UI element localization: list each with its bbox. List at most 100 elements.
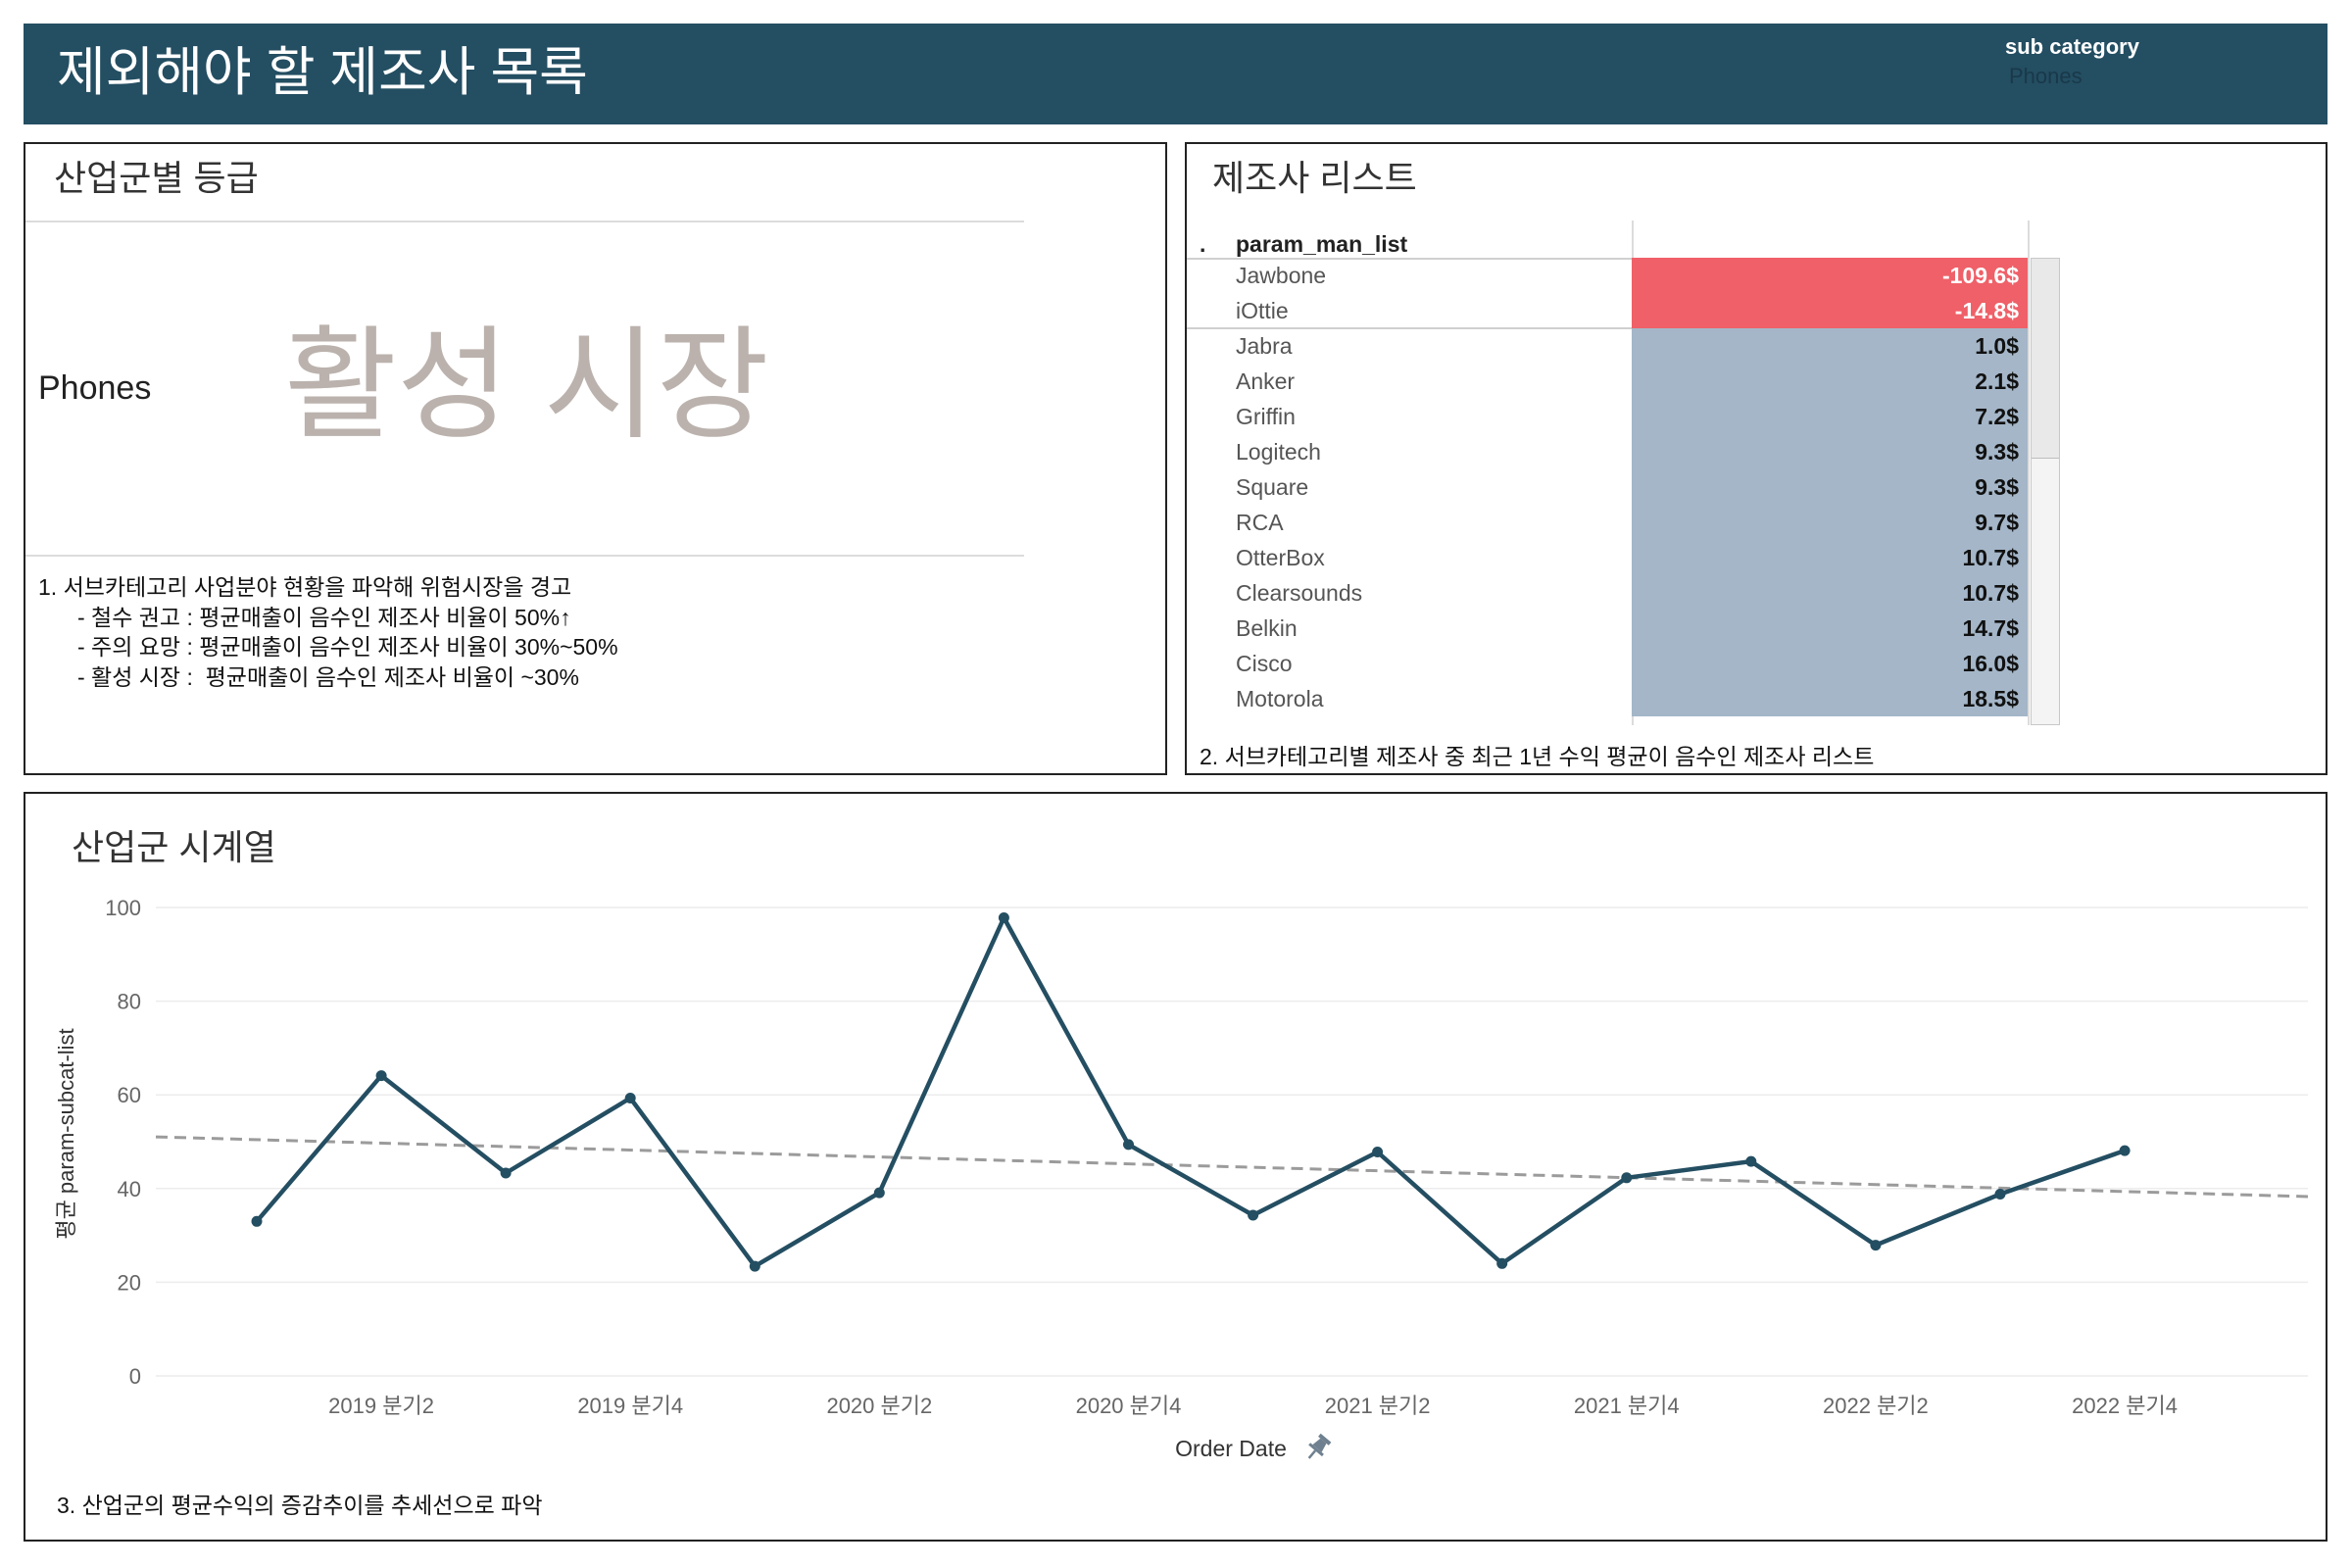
plot-area: [155, 912, 2309, 1272]
data-point[interactable]: [1248, 1209, 1259, 1221]
data-point[interactable]: [1496, 1257, 1508, 1269]
data-point[interactable]: [1745, 1155, 1757, 1167]
data-point[interactable]: [251, 1215, 263, 1227]
data-point[interactable]: [2119, 1145, 2131, 1156]
manufacturer-name: iOttie: [1236, 298, 1289, 323]
x-tick-label: 2019 분기2: [328, 1394, 434, 1418]
pin-icon[interactable]: [1302, 1432, 1333, 1463]
profit-value-cell[interactable]: 9.3$: [1632, 434, 2028, 469]
manufacturer-row[interactable]: Jabra 1.0$: [1187, 327, 2028, 364]
manufacturer-name: Clearsounds: [1236, 580, 1363, 606]
manufacturer-name: Square: [1236, 474, 1309, 500]
pin-icon-needle: [1307, 1449, 1317, 1459]
profit-value-cell[interactable]: 18.5$: [1632, 681, 2028, 716]
note-line: - 활성 시장 : 평균매출이 음수인 제조사 비율이 ~30%: [77, 663, 579, 690]
x-tick-label: 2022 분기4: [2072, 1394, 2178, 1418]
data-point[interactable]: [1372, 1147, 1384, 1157]
y-axis-title: 평균 param-subcat-list: [54, 1028, 78, 1239]
divider: [25, 220, 1024, 222]
manufacturer-panel-title: 제조사 리스트: [1212, 158, 1417, 198]
manufacturer-row[interactable]: RCA 9.7$: [1187, 505, 2028, 540]
x-tick-label: 2020 분기2: [826, 1394, 932, 1418]
data-point[interactable]: [500, 1167, 512, 1179]
profit-value-cell[interactable]: 10.7$: [1632, 540, 2028, 575]
manufacturer-row[interactable]: iOttie -14.8$: [1187, 293, 2028, 328]
manufacturer-row[interactable]: Cisco 16.0$: [1187, 646, 2028, 681]
manufacturer-row[interactable]: Motorola 18.5$: [1187, 681, 2028, 716]
profit-value-cell[interactable]: 16.0$: [1632, 646, 2028, 681]
filter-value[interactable]: Phones: [2009, 64, 2082, 88]
manufacturer-note: 2. 서브카테고리별 제조사 중 최근 1년 수익 평균이 음수인 제조사 리스…: [1200, 744, 1875, 769]
x-tick-label: 2019 분기4: [577, 1394, 683, 1418]
column-header[interactable]: param_man_list: [1236, 231, 1408, 257]
grade-panel-title: 산업군별 등급: [54, 158, 259, 198]
manufacturer-name: Jabra: [1236, 333, 1293, 359]
data-point[interactable]: [873, 1187, 885, 1199]
grade-notes: 1. 서브카테고리 사업분야 현황을 파악해 위험시장을 경고 - 철수 권고 …: [38, 572, 618, 692]
axis-labels: 0 20 40 60 80 100 2019 분기2 2019 분기4 2020 분기2 2020…: [105, 896, 2178, 1418]
y-tick-label: 20: [118, 1270, 141, 1295]
market-grade[interactable]: 활성 시장: [284, 318, 769, 454]
column-marker: .: [1200, 231, 1206, 257]
manufacturer-name: OtterBox: [1236, 545, 1325, 570]
profit-value-cell[interactable]: 10.7$: [1632, 575, 2028, 611]
data-point[interactable]: [624, 1093, 636, 1103]
manufacturer-row[interactable]: Griffin 7.2$: [1187, 399, 2028, 434]
data-point[interactable]: [375, 1070, 387, 1082]
dashboard-title: 제외해야 할 제조사 목록: [57, 43, 588, 102]
subcategory-filter[interactable]: sub category Phones: [2005, 33, 2299, 112]
timeseries-note: 3. 산업군의 평균수익의 증감추이를 추세선으로 파악: [57, 1493, 543, 1518]
manufacturer-row[interactable]: Square 9.3$: [1187, 469, 2028, 505]
y-tick-label: 100: [105, 896, 141, 920]
gridlines: [156, 906, 2308, 1377]
manufacturer-name: Anker: [1236, 368, 1296, 394]
table-scrollbar[interactable]: [2031, 258, 2060, 725]
y-tick-label: 40: [118, 1177, 141, 1201]
manufacturer-name: Jawbone: [1236, 263, 1327, 288]
note-line: 1. 서브카테고리 사업분야 현황을 파악해 위험시장을 경고: [38, 574, 572, 600]
note-line: - 주의 요망 : 평균매출이 음수인 제조사 비율이 30%~50%: [77, 634, 618, 661]
manufacturer-row[interactable]: Belkin 14.7$: [1187, 611, 2028, 646]
data-point[interactable]: [749, 1260, 760, 1272]
negative-profit-cell[interactable]: -14.8$: [1632, 293, 2028, 328]
manufacturer-name: Cisco: [1236, 651, 1293, 676]
manufacturer-row[interactable]: Clearsounds 10.7$: [1187, 575, 2028, 611]
negative-profit-cell[interactable]: -109.6$: [1632, 258, 2028, 293]
manufacturer-row[interactable]: OtterBox 10.7$: [1187, 540, 2028, 575]
manufacturer-name: RCA: [1236, 510, 1284, 535]
profit-value-cell[interactable]: 14.7$: [1632, 611, 2028, 646]
profit-value-cell[interactable]: 9.7$: [1632, 505, 2028, 540]
profit-value-cell[interactable]: 1.0$: [1632, 328, 2028, 364]
manufacturer-row[interactable]: Jawbone -109.6$: [1187, 258, 2028, 293]
grade-panel: 산업군별 등급 Phones 활성 시장 1. 서브카테고리 사업분야 현황을 …: [24, 142, 1167, 775]
data-point[interactable]: [1994, 1189, 2006, 1200]
profit-value-cell[interactable]: 7.2$: [1632, 399, 2028, 434]
y-tick-label: 0: [129, 1364, 141, 1389]
data-point[interactable]: [1123, 1139, 1134, 1151]
dashboard-header: 제외해야 할 제조사 목록 sub category Phones: [24, 24, 2328, 124]
header-divider: [1187, 258, 1632, 260]
manufacturer-panel: 제조사 리스트 . param_man_list Jawbone -109.6$ i…: [1185, 142, 2328, 775]
pin-icon-head: [1318, 1433, 1332, 1446]
filter-label: sub category: [2005, 34, 2139, 59]
manufacturer-name: Belkin: [1236, 615, 1298, 641]
manufacturer-table: Jawbone -109.6$ iOttie -14.8$ Jabra 1.0$ Anker…: [1187, 258, 2028, 725]
note-line: - 철수 권고 : 평균매출이 음수인 제조사 비율이 50%↑: [77, 604, 571, 630]
profit-value-cell[interactable]: 2.1$: [1632, 364, 2028, 399]
x-axis-title[interactable]: Order Date: [1175, 1436, 1287, 1461]
data-point[interactable]: [998, 912, 1009, 923]
data-point[interactable]: [1870, 1240, 1882, 1251]
y-tick-label: 60: [118, 1083, 141, 1107]
manufacturer-row[interactable]: Logitech 9.3$: [1187, 434, 2028, 469]
x-tick-label: 2021 분기2: [1325, 1394, 1431, 1418]
data-point[interactable]: [1621, 1172, 1633, 1184]
pin-icon-body: [1312, 1438, 1327, 1452]
profit-value-cell[interactable]: 9.3$: [1632, 469, 2028, 505]
scrollbar-thumb[interactable]: [2032, 259, 2059, 459]
series-line[interactable]: [255, 915, 2126, 1269]
subcategory-name[interactable]: Phones: [38, 369, 152, 407]
manufacturer-row[interactable]: Anker 2.1$: [1187, 364, 2028, 399]
timeseries-panel-title: 산업군 시계열: [72, 827, 276, 867]
pin-icon-base: [1308, 1443, 1324, 1457]
divider: [25, 555, 1024, 557]
